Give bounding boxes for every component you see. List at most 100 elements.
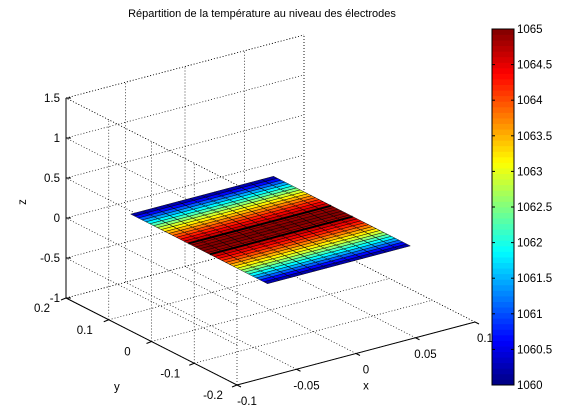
y-tick-label: -0.1 bbox=[160, 368, 180, 380]
grid-line bbox=[65, 74, 305, 139]
axes-layer: -0.1 -0.05 0 0.05 0.1 -0.2 -0.1 0 0.1 0.2-1 -0.5 0 0… bbox=[17, 93, 493, 408]
colorbar-swatch bbox=[492, 368, 514, 375]
colorbar-swatch bbox=[492, 179, 514, 186]
z-tick-label: 0.5 bbox=[44, 173, 60, 185]
colorbar-swatch bbox=[492, 351, 514, 358]
x-tick bbox=[415, 337, 420, 341]
surface-cell bbox=[260, 176, 278, 182]
grid-line bbox=[65, 154, 305, 219]
chart-title: Répartition de la température au niveau … bbox=[128, 8, 396, 20]
colorbar-swatch bbox=[492, 168, 514, 175]
colorbar-tick-label: 1061.5 bbox=[517, 273, 552, 285]
electrode-line bbox=[188, 204, 332, 245]
colorbar-swatch bbox=[492, 318, 514, 325]
colorbar-swatch bbox=[492, 156, 514, 163]
colorbar-tick-label: 1064.5 bbox=[517, 60, 552, 72]
grid-line bbox=[194, 299, 433, 364]
colorbar-swatch bbox=[492, 346, 514, 353]
colorbar-swatch bbox=[492, 101, 514, 108]
colorbar-tick-label: 1065 bbox=[517, 24, 543, 36]
colorbar-tick-label: 1060 bbox=[517, 380, 543, 392]
y-tick bbox=[146, 341, 152, 344]
y-tick bbox=[189, 362, 195, 366]
x-tick bbox=[355, 353, 361, 356]
colorbar-swatch bbox=[492, 379, 514, 386]
box-edge bbox=[65, 97, 238, 186]
colorbar-swatch bbox=[492, 84, 514, 91]
colorbar-swatch bbox=[492, 195, 514, 202]
colorbar-swatch bbox=[492, 151, 514, 158]
colorbar-swatch bbox=[492, 340, 514, 347]
y-tick bbox=[231, 384, 238, 388]
y-tick bbox=[60, 297, 67, 301]
colorbar-swatch bbox=[492, 201, 514, 208]
colorbar-swatch bbox=[492, 251, 514, 258]
surface-layer bbox=[130, 176, 411, 284]
y-tick-label: 0 bbox=[124, 347, 130, 359]
colorbar-swatch bbox=[492, 67, 514, 74]
colorbar-swatch bbox=[492, 118, 514, 124]
grid-line bbox=[184, 266, 357, 354]
colorbar-swatch bbox=[492, 106, 514, 113]
z-axis-title: z bbox=[17, 199, 29, 205]
x-axis-title: x bbox=[363, 381, 369, 393]
x-tick-label: 0 bbox=[363, 365, 369, 377]
colorbar-swatch bbox=[492, 240, 514, 247]
z-tick-label: -1 bbox=[50, 293, 60, 305]
colorbar-swatch bbox=[492, 362, 514, 369]
x-tick-label: -0.1 bbox=[237, 396, 257, 408]
box-edge bbox=[65, 34, 305, 99]
colorbar-swatch bbox=[492, 79, 514, 86]
colorbar-swatch bbox=[492, 296, 514, 302]
colorbar-swatch bbox=[492, 34, 514, 41]
colorbar-swatch bbox=[492, 45, 514, 52]
colorbar-tick-label: 1063 bbox=[517, 166, 543, 178]
grid-line bbox=[65, 114, 305, 179]
colorbar-swatch bbox=[492, 190, 514, 197]
colorbar-swatch bbox=[492, 62, 514, 69]
colorbar-swatch bbox=[492, 207, 514, 213]
colorbar-swatch bbox=[492, 218, 514, 225]
colorbar-swatch bbox=[492, 268, 514, 275]
grid-line bbox=[65, 137, 238, 226]
colorbar-swatch bbox=[492, 134, 514, 141]
z-tick-label: -0.5 bbox=[40, 253, 60, 265]
x-tick-label: 0.1 bbox=[477, 333, 493, 345]
grid-line bbox=[65, 217, 238, 306]
x-tick bbox=[296, 368, 301, 372]
colorbar-tick-label: 1060.5 bbox=[517, 344, 552, 356]
z-tick-label: 0 bbox=[54, 213, 60, 225]
colorbar-swatch bbox=[492, 273, 514, 280]
z-tick-label: 1.5 bbox=[44, 93, 60, 105]
colorbar-swatch bbox=[492, 140, 514, 147]
colorbar-swatch bbox=[492, 257, 514, 264]
colorbar-swatch bbox=[492, 145, 514, 152]
colorbar-swatch bbox=[492, 223, 514, 230]
z-tick-label: 1 bbox=[54, 133, 60, 145]
colorbar-swatch bbox=[492, 229, 514, 236]
y-tick-label: 0.2 bbox=[34, 303, 50, 315]
colorbar-tick-label: 1062 bbox=[517, 238, 543, 250]
colorbar-swatch bbox=[492, 357, 514, 364]
colorbar-swatch bbox=[492, 262, 514, 269]
colorbar-swatch bbox=[492, 173, 514, 180]
colorbar-swatch bbox=[492, 56, 514, 63]
colorbar-tick-label: 1063.5 bbox=[517, 131, 552, 143]
colorbar-swatch bbox=[492, 162, 514, 169]
colorbar-swatch bbox=[492, 95, 514, 102]
x-tick bbox=[474, 321, 480, 325]
colorbar-swatch bbox=[492, 40, 514, 47]
colorbar-swatch bbox=[492, 51, 514, 58]
colorbar-swatch bbox=[492, 329, 514, 336]
grid-line bbox=[108, 256, 347, 321]
colorbar-swatch bbox=[492, 334, 514, 341]
colorbar-swatch bbox=[492, 284, 514, 291]
colorbar-swatch bbox=[492, 73, 514, 80]
colorbar-swatch bbox=[492, 29, 514, 35]
colorbar-swatch bbox=[492, 279, 514, 286]
colorbar-swatch bbox=[492, 307, 514, 314]
colorbar-swatch bbox=[492, 212, 514, 219]
grid-line bbox=[65, 97, 238, 186]
electrode-line bbox=[209, 215, 353, 256]
